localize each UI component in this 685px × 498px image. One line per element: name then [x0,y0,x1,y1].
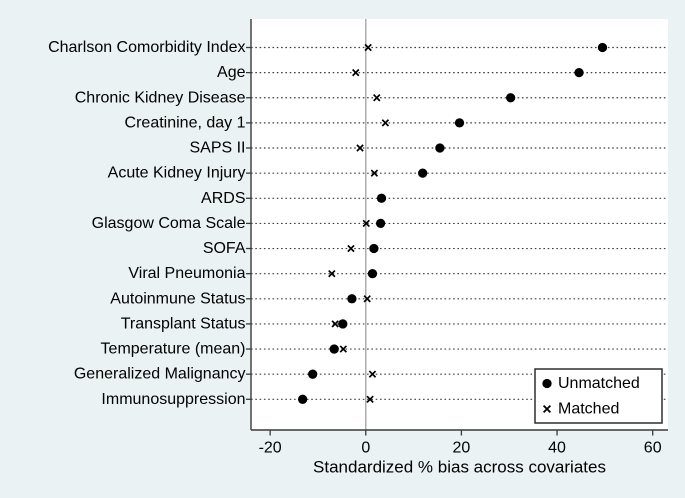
x-stroke [352,68,360,77]
x-stroke [331,320,339,328]
matched-marker [368,370,377,378]
unmatched-marker [308,369,318,379]
x-axis-title: Standardized % bias across covariates [313,458,606,477]
matched-marker [339,345,347,353]
matched-marker [363,295,371,303]
unmatched-marker [506,93,516,103]
x-stroke [381,119,390,127]
x-stroke [370,169,379,177]
category-label: Autoinmune Status [110,290,245,307]
unmatched-marker [375,218,386,229]
matched-marker [373,94,381,102]
unmatched-marker [367,269,378,279]
x-stroke [368,370,377,378]
x-stroke [373,94,381,102]
unmatched-marker [418,168,428,178]
matched-marker [370,169,379,177]
unmatched-marker [574,67,584,78]
matched-marker [381,119,390,127]
unmatched-marker [329,344,339,354]
x-tick-label: 0 [361,440,370,457]
unmatched-marker [376,193,387,203]
x-stroke [339,345,347,353]
matched-marker [352,68,360,77]
x-tick-label: 40 [548,440,566,457]
unmatched-marker [347,294,357,304]
unmatched-marker [297,394,308,404]
legend-box [534,368,663,424]
legend-matched-icon [542,404,552,414]
legend: Unmatched Matched [534,368,663,424]
matched-marker [356,144,364,152]
legend-unmatched-icon [542,378,552,389]
x-tick-label: 20 [453,440,471,457]
unmatched-marker [338,319,348,329]
x-stroke [542,404,552,414]
unmatched-marker [435,143,445,153]
matched-marker [366,395,374,403]
category-label: Charlson Comorbidity Index [48,39,245,56]
legend-label: Matched [558,401,619,418]
category-label: Chronic Kidney Disease [75,89,246,106]
x-stroke [366,395,374,403]
matched-marker [331,320,339,328]
category-label: Age [217,64,246,81]
category-label: SOFA [203,240,246,257]
matched-marker [328,269,336,278]
unmatched-marker [454,118,465,128]
category-label: Generalized Malignancy [74,366,246,383]
category-label: Creatinine, day 1 [125,114,246,131]
x-stroke [362,219,370,228]
matched-marker [364,43,372,52]
category-label: Acute Kidney Injury [108,165,246,182]
x-stroke [356,144,364,152]
matched-marker [362,219,370,228]
x-tick-label: 60 [644,440,662,457]
category-label: Viral Pneumonia [128,265,245,282]
unmatched-marker [369,243,379,254]
category-label: Immunosuppression [101,391,245,408]
category-label: Temperature (mean) [101,341,246,358]
x-stroke [347,244,355,253]
category-label: ARDS [201,190,245,207]
x-tick-label: -20 [259,440,282,457]
legend-label: Unmatched [558,375,640,392]
matched-marker [347,244,355,253]
x-stroke [364,43,372,52]
category-label: SAPS II [189,140,245,157]
category-label: Glasgow Coma Scale [92,215,246,232]
unmatched-marker [597,42,608,53]
x-stroke [328,269,336,278]
plot-background [251,19,668,430]
x-stroke [363,295,371,303]
category-label: Transplant Status [121,315,246,332]
